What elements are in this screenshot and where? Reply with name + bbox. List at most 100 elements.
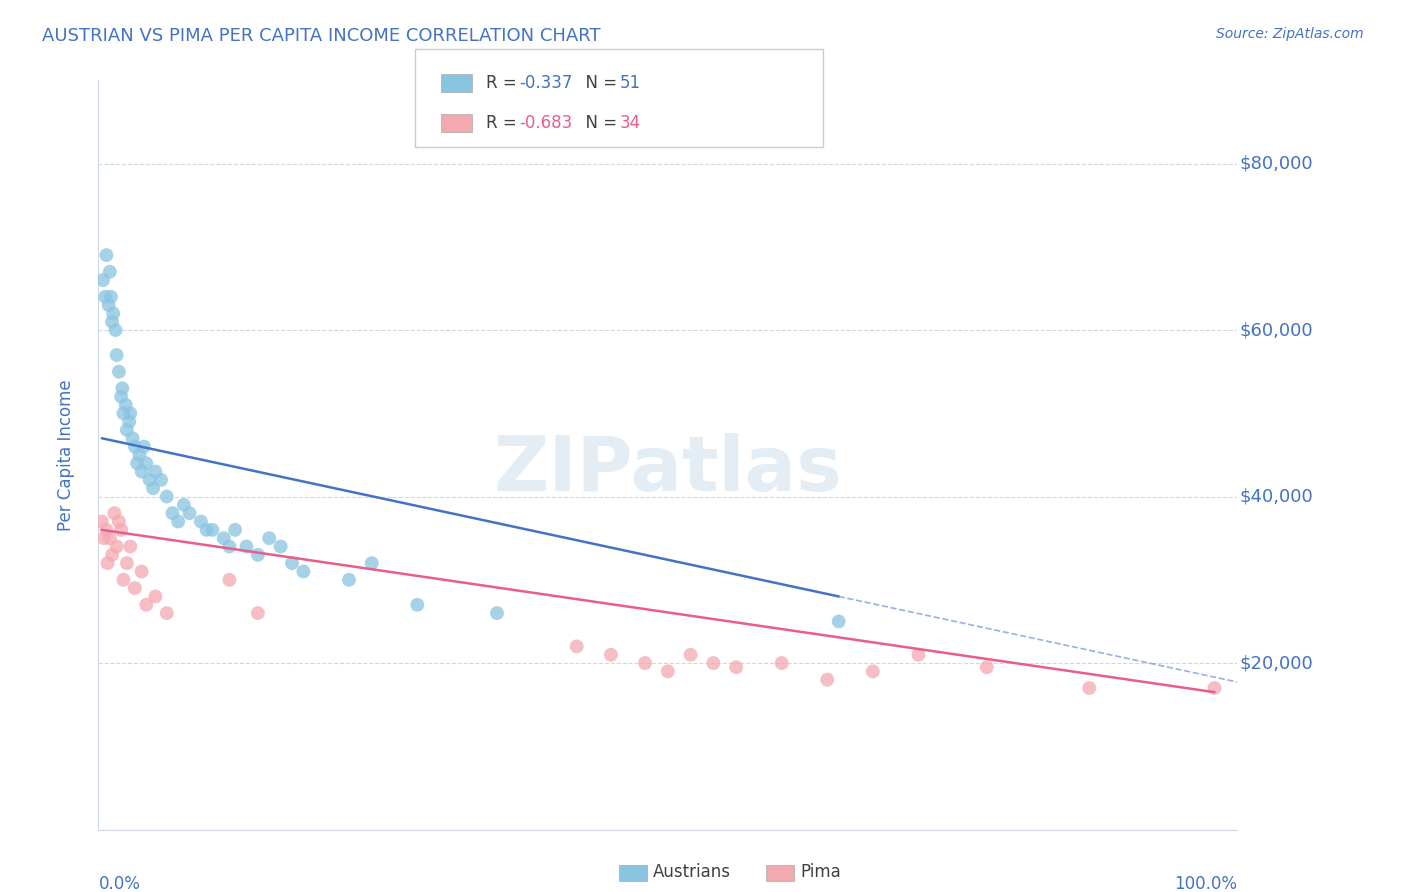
Point — [224, 523, 246, 537]
Point — [108, 515, 131, 529]
Point — [90, 515, 112, 529]
Point — [179, 506, 201, 520]
Text: Pima: Pima — [800, 863, 841, 881]
Point — [150, 473, 173, 487]
Point — [145, 465, 167, 479]
Point — [105, 348, 128, 362]
Point — [135, 456, 157, 470]
Point — [142, 481, 165, 495]
Point — [104, 323, 127, 337]
Point — [634, 656, 657, 670]
Point — [121, 431, 143, 445]
Point — [600, 648, 623, 662]
Point — [96, 248, 118, 262]
Text: $60,000: $60,000 — [1240, 321, 1313, 339]
Point — [103, 306, 125, 320]
Point — [112, 406, 135, 420]
Point — [360, 556, 382, 570]
Point — [131, 465, 153, 479]
Point — [337, 573, 360, 587]
Text: N =: N = — [575, 74, 623, 92]
Point — [108, 365, 131, 379]
Point — [135, 598, 157, 612]
Point — [115, 423, 138, 437]
Point — [131, 565, 153, 579]
Point — [120, 540, 142, 554]
Point — [657, 665, 679, 679]
Point — [486, 606, 509, 620]
Text: Austrians: Austrians — [652, 863, 730, 881]
Text: $80,000: $80,000 — [1240, 154, 1313, 172]
Point — [132, 440, 155, 454]
Point — [94, 290, 117, 304]
Point — [246, 606, 269, 620]
Point — [101, 548, 124, 562]
Point — [156, 606, 179, 620]
Point — [124, 581, 146, 595]
Point — [1078, 681, 1101, 695]
Text: 34: 34 — [620, 114, 641, 132]
Point — [156, 490, 179, 504]
Point — [100, 290, 122, 304]
Text: AUSTRIAN VS PIMA PER CAPITA INCOME CORRELATION CHART: AUSTRIAN VS PIMA PER CAPITA INCOME CORRE… — [42, 27, 600, 45]
Point — [907, 648, 929, 662]
Point — [976, 660, 998, 674]
Point — [103, 506, 125, 520]
Point — [98, 531, 121, 545]
Point — [565, 640, 588, 654]
Text: R =: R = — [486, 74, 523, 92]
Point — [292, 565, 315, 579]
Text: 100.0%: 100.0% — [1174, 874, 1237, 892]
Point — [406, 598, 429, 612]
Point — [111, 381, 134, 395]
Y-axis label: Per Capita Income: Per Capita Income — [56, 379, 75, 531]
Point — [1204, 681, 1226, 695]
Text: -0.683: -0.683 — [519, 114, 572, 132]
Text: R =: R = — [486, 114, 523, 132]
Point — [270, 540, 292, 554]
Point — [173, 498, 195, 512]
Point — [98, 265, 121, 279]
Point — [114, 398, 136, 412]
Point — [770, 656, 793, 670]
Point — [167, 515, 190, 529]
Point — [110, 390, 132, 404]
Point — [702, 656, 724, 670]
Point — [162, 506, 184, 520]
Point — [725, 660, 748, 674]
Point — [96, 556, 118, 570]
Point — [679, 648, 702, 662]
Point — [212, 531, 235, 545]
Point — [124, 440, 146, 454]
Point — [115, 556, 138, 570]
Text: $20,000: $20,000 — [1240, 654, 1313, 672]
Text: ZIPatlas: ZIPatlas — [494, 433, 842, 507]
Point — [93, 531, 115, 545]
Point — [96, 523, 118, 537]
Point — [138, 473, 160, 487]
Point — [105, 540, 128, 554]
Point — [259, 531, 281, 545]
Point — [195, 523, 218, 537]
Point — [190, 515, 212, 529]
Text: Source: ZipAtlas.com: Source: ZipAtlas.com — [1216, 27, 1364, 41]
Point — [201, 523, 224, 537]
Point — [120, 406, 142, 420]
Text: 0.0%: 0.0% — [98, 874, 141, 892]
Point — [127, 456, 149, 470]
Point — [110, 523, 132, 537]
Point — [91, 273, 114, 287]
Point — [97, 298, 120, 312]
Text: N =: N = — [575, 114, 623, 132]
Point — [145, 590, 167, 604]
Point — [246, 548, 269, 562]
Text: 51: 51 — [620, 74, 641, 92]
Point — [235, 540, 257, 554]
Point — [112, 573, 135, 587]
Point — [101, 315, 124, 329]
Text: -0.337: -0.337 — [519, 74, 572, 92]
Point — [128, 448, 150, 462]
Point — [218, 540, 240, 554]
Point — [815, 673, 838, 687]
Point — [281, 556, 304, 570]
